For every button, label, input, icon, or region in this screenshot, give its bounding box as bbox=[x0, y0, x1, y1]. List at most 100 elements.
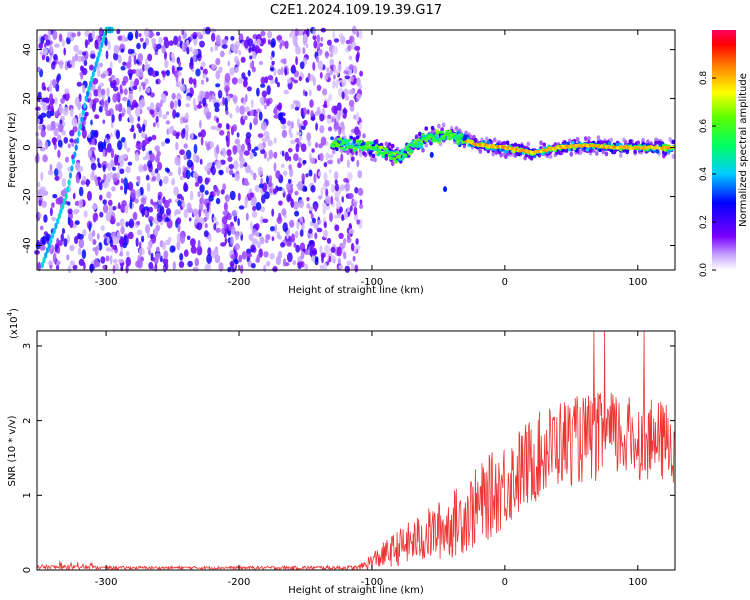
tone-blob bbox=[671, 139, 676, 145]
noise-blob bbox=[113, 86, 119, 92]
streak-blob bbox=[47, 242, 51, 249]
tone-blob bbox=[583, 136, 588, 142]
noise-blob bbox=[120, 226, 125, 235]
noise-blob bbox=[155, 246, 160, 253]
tone-blob bbox=[604, 151, 609, 157]
noise-blob bbox=[327, 114, 332, 119]
noise-blob bbox=[187, 260, 193, 268]
noise-blob bbox=[276, 81, 280, 88]
noise-blob bbox=[155, 224, 161, 232]
noise-blob bbox=[293, 201, 299, 210]
noise-blob bbox=[142, 64, 145, 72]
noise-blob bbox=[282, 222, 288, 233]
noise-blob bbox=[44, 97, 49, 104]
noise-blob bbox=[122, 61, 127, 66]
noise-blob bbox=[211, 32, 216, 42]
noise-blob bbox=[39, 225, 44, 231]
noise-blob bbox=[146, 182, 151, 192]
noise-blob bbox=[221, 216, 228, 225]
noise-blob bbox=[176, 193, 183, 200]
noise-blob bbox=[192, 208, 199, 217]
tone-blob bbox=[596, 135, 601, 141]
noise-blob bbox=[157, 215, 163, 223]
noise-blob bbox=[290, 139, 296, 144]
noise-blob bbox=[225, 110, 229, 116]
noise-blob bbox=[343, 177, 348, 183]
noise-blob bbox=[230, 236, 234, 246]
tone-blob bbox=[619, 152, 623, 158]
noise-blob bbox=[99, 27, 103, 35]
noise-blob bbox=[105, 110, 112, 117]
noise-blob bbox=[183, 208, 189, 219]
noise-blob bbox=[276, 35, 283, 41]
noise-blob bbox=[327, 154, 334, 159]
noise-blob bbox=[72, 192, 76, 200]
noise-blob bbox=[117, 258, 124, 264]
noise-blob bbox=[310, 255, 316, 262]
tone-blob bbox=[381, 154, 385, 159]
noise-blob bbox=[180, 84, 186, 92]
noise-blob bbox=[271, 60, 275, 66]
colorbar-tick-label: 0.2 bbox=[699, 215, 709, 229]
streak-blob bbox=[56, 217, 60, 225]
noise-blob bbox=[294, 106, 300, 111]
noise-blob bbox=[250, 221, 253, 230]
tone-blob bbox=[362, 151, 366, 156]
noise-blob bbox=[307, 140, 312, 147]
noise-blob bbox=[163, 199, 170, 209]
noise-blob bbox=[165, 120, 171, 125]
noise-blob bbox=[260, 236, 265, 245]
noise-blob bbox=[297, 30, 304, 36]
noise-blob bbox=[264, 104, 267, 110]
noise-blob bbox=[78, 258, 85, 266]
noise-blob bbox=[178, 261, 185, 268]
noise-blob bbox=[355, 112, 360, 122]
noise-blob bbox=[309, 247, 314, 258]
noise-blob bbox=[341, 78, 347, 87]
noise-blob bbox=[53, 53, 58, 61]
noise-blob bbox=[135, 107, 141, 117]
noise-blob bbox=[308, 240, 315, 245]
noise-blob bbox=[245, 132, 252, 139]
noise-blob bbox=[42, 103, 48, 112]
noise-blob bbox=[168, 40, 174, 46]
noise-blob bbox=[215, 227, 221, 233]
noise-blob bbox=[100, 98, 105, 108]
tone-blob bbox=[424, 126, 429, 131]
noise-blob bbox=[81, 67, 88, 76]
noise-blob bbox=[301, 222, 305, 231]
tone-blob bbox=[434, 139, 438, 143]
noise-blob bbox=[40, 112, 47, 118]
noise-blob bbox=[302, 159, 307, 165]
noise-blob bbox=[320, 136, 327, 146]
streak-blob bbox=[52, 227, 56, 234]
noise-blob bbox=[152, 122, 156, 128]
tone-blob bbox=[362, 133, 366, 139]
noise-blob bbox=[170, 52, 175, 60]
noise-blob bbox=[177, 71, 182, 77]
tone-blob bbox=[579, 150, 583, 155]
noise-blob bbox=[37, 240, 40, 245]
noise-blob bbox=[38, 42, 43, 50]
noise-blob bbox=[350, 205, 353, 212]
snr-y-axis-label: SNR (10 * v/v) bbox=[7, 415, 18, 486]
noise-blob bbox=[313, 222, 319, 230]
noise-blob bbox=[185, 103, 190, 108]
tone-blob bbox=[349, 135, 354, 140]
noise-blob bbox=[48, 102, 54, 111]
noise-blob bbox=[221, 227, 226, 235]
noise-blob bbox=[278, 212, 282, 222]
noise-blob bbox=[85, 178, 90, 187]
noise-blob bbox=[51, 137, 58, 144]
tone-blob bbox=[343, 147, 347, 152]
noise-blob bbox=[297, 162, 302, 169]
noise-blob bbox=[334, 179, 338, 185]
noise-blob bbox=[293, 242, 297, 248]
noise-blob bbox=[288, 156, 292, 162]
noise-blob bbox=[256, 87, 260, 97]
y-tick-label: 0 bbox=[22, 567, 33, 573]
noise-blob bbox=[48, 83, 53, 93]
noise-blob bbox=[333, 38, 340, 43]
noise-blob bbox=[341, 91, 345, 100]
